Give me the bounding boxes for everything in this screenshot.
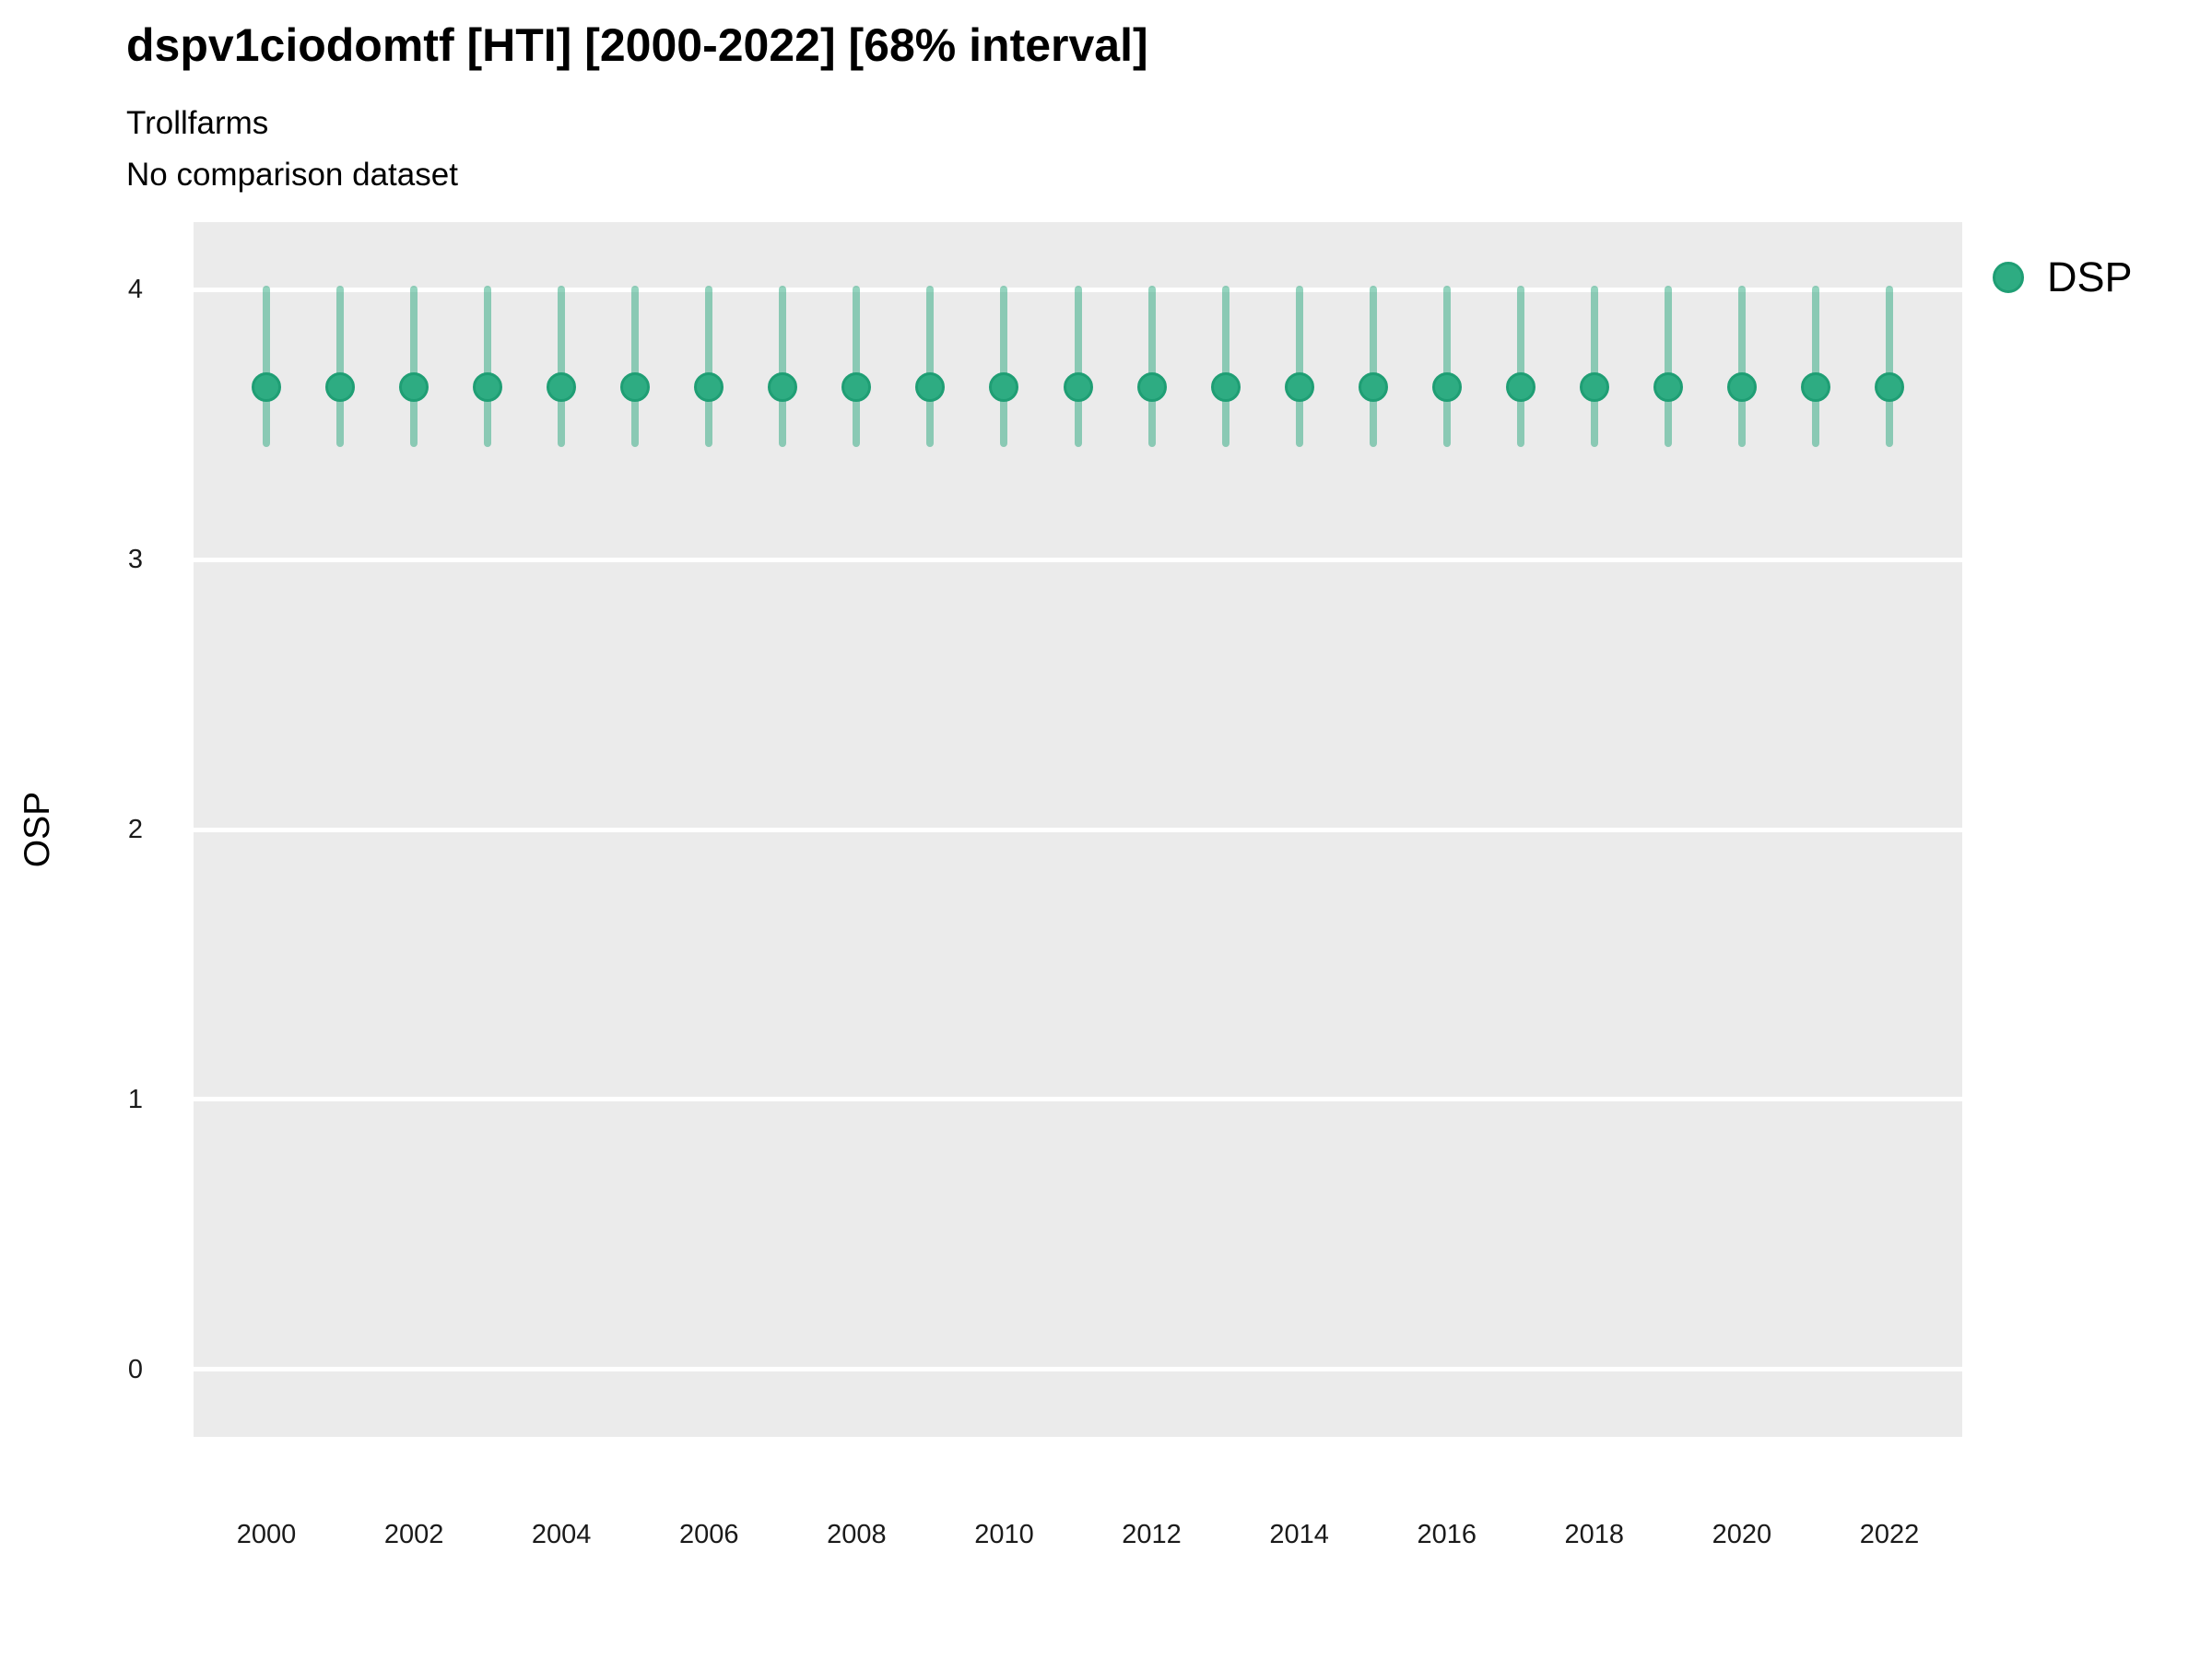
- data-point: [989, 371, 1019, 402]
- gridline-y-2: [194, 827, 1962, 832]
- data-point: [325, 371, 356, 402]
- error-bar: [1516, 286, 1524, 448]
- data-point: [1358, 371, 1388, 402]
- error-bar: [631, 286, 640, 448]
- legend-dsp-swatch-icon: [1993, 262, 2024, 293]
- gridline-y-3: [194, 557, 1962, 562]
- error-bar: [1664, 286, 1672, 448]
- plot-panel: [194, 222, 1962, 1437]
- x-tick-label: 2008: [827, 1520, 887, 1549]
- x-tick-label: 2022: [1859, 1520, 1920, 1549]
- y-tick-label: 1: [127, 1084, 143, 1114]
- data-point: [694, 371, 724, 402]
- data-point: [841, 371, 872, 402]
- y-tick-label: 4: [127, 275, 143, 305]
- y-tick-label: 2: [127, 815, 143, 844]
- y-tick-label: 3: [127, 545, 143, 575]
- data-point: [620, 371, 651, 402]
- error-bar: [558, 286, 566, 448]
- error-bar: [926, 286, 935, 448]
- data-point: [915, 371, 946, 402]
- error-bar: [1590, 286, 1598, 448]
- data-point: [1284, 371, 1314, 402]
- legend-dsp-label: DSP: [2047, 253, 2133, 300]
- x-tick-label: 2014: [1269, 1520, 1329, 1549]
- data-point: [252, 371, 281, 402]
- data-point: [1875, 371, 1904, 402]
- data-point: [1431, 371, 1462, 402]
- data-point: [1136, 371, 1167, 402]
- error-bar: [1737, 286, 1746, 448]
- data-point: [473, 371, 503, 402]
- error-bar: [1811, 286, 1819, 448]
- data-point: [1063, 371, 1093, 402]
- gridline-y-0: [194, 1367, 1962, 1372]
- legend: DSP: [1993, 253, 2133, 301]
- y-tick-label: 0: [127, 1354, 143, 1384]
- data-point: [1579, 371, 1609, 402]
- error-bar: [1886, 286, 1893, 448]
- x-tick-label: 2004: [531, 1520, 592, 1549]
- x-tick-label: 2002: [383, 1520, 444, 1549]
- chart-title: dspv1ciodomtf [HTI] [2000-2022] [68% int…: [126, 19, 1148, 71]
- data-point: [547, 371, 577, 402]
- data-point: [1210, 371, 1241, 402]
- x-tick-label: 2012: [1122, 1520, 1182, 1549]
- gridline-y-1: [194, 1097, 1962, 1102]
- error-bar: [705, 286, 713, 448]
- error-bar: [779, 286, 787, 448]
- x-tick-label: 2006: [679, 1520, 739, 1549]
- data-point: [1505, 371, 1535, 402]
- error-bar: [1442, 286, 1451, 448]
- data-point: [768, 371, 798, 402]
- error-bar: [1295, 286, 1303, 448]
- x-tick-label: 2020: [1712, 1520, 1772, 1549]
- error-bar: [1074, 286, 1082, 448]
- error-bar: [1221, 286, 1230, 448]
- error-bar: [853, 286, 861, 448]
- error-bar: [484, 286, 492, 448]
- x-tick-label: 2016: [1417, 1520, 1477, 1549]
- error-bar: [410, 286, 418, 448]
- x-tick-label: 2010: [974, 1520, 1034, 1549]
- error-bar: [336, 286, 345, 448]
- error-bar: [263, 286, 270, 448]
- error-bar: [1000, 286, 1008, 448]
- x-tick-label: 2000: [236, 1520, 297, 1549]
- comparison-note: No comparison dataset: [126, 157, 458, 193]
- error-bar: [1369, 286, 1377, 448]
- error-bar: [1147, 286, 1156, 448]
- data-point: [1800, 371, 1830, 402]
- data-point: [399, 371, 429, 402]
- data-point: [1653, 371, 1683, 402]
- chart-subtitle: Trollfarms: [126, 105, 269, 141]
- data-point: [1726, 371, 1757, 402]
- x-tick-label: 2018: [1564, 1520, 1625, 1549]
